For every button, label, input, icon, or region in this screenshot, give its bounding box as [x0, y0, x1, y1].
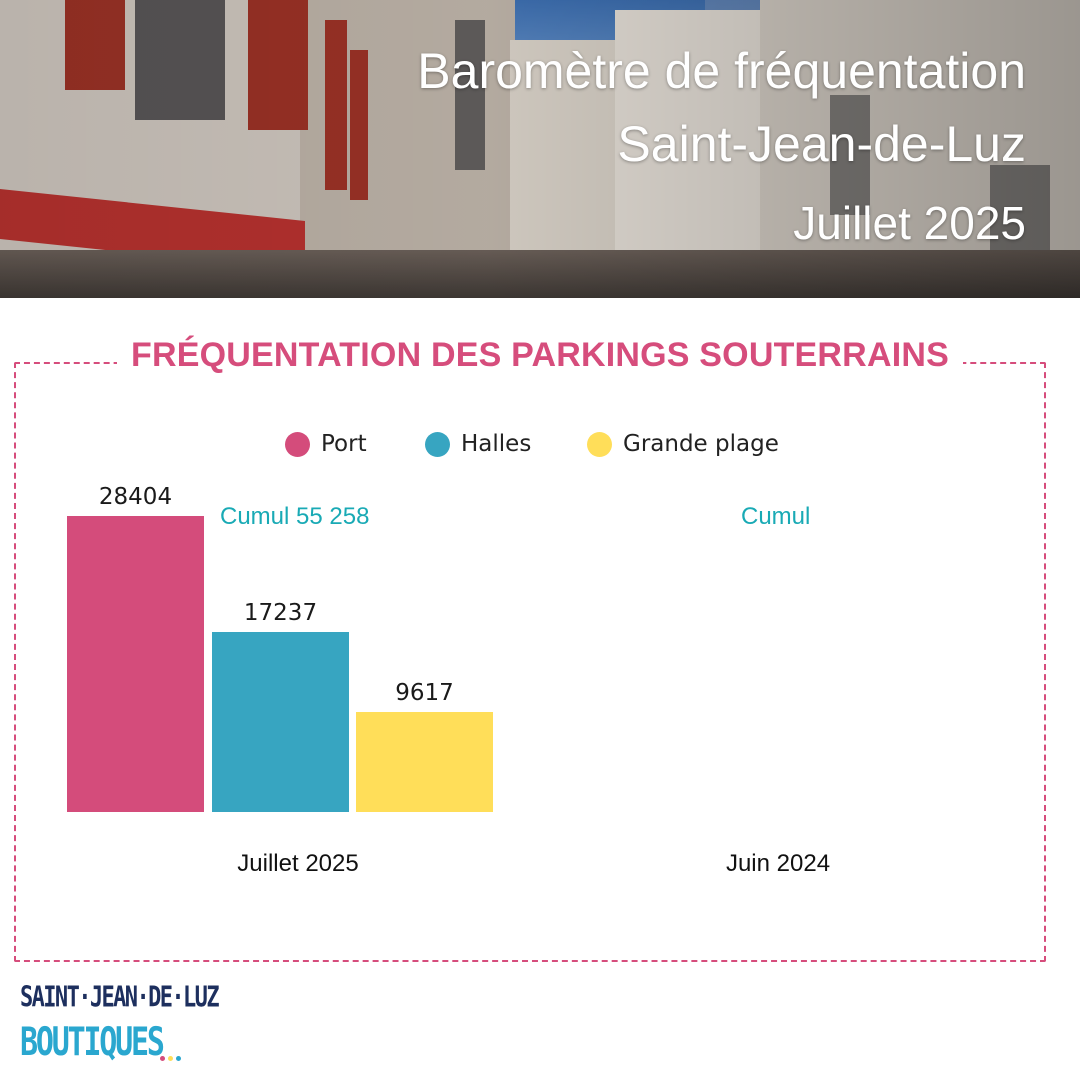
hero-banner: Baromètre de fréquentation Saint-Jean-de…: [0, 0, 1080, 298]
legend-swatch-halles: [425, 431, 450, 457]
category-label-juin-2024: Juin 2024: [725, 850, 831, 877]
section-title-wrap: FRÉQUENTATION DES PARKINGS SOUTERRAINS: [0, 336, 1080, 375]
red-shutter: [350, 50, 368, 200]
legend-item-halles: Halles: [425, 428, 531, 460]
logo-text-line2: BOUTIQUES: [20, 1020, 165, 1066]
hero-title-line3: Juillet 2025: [793, 197, 1026, 249]
logo-dots: [160, 1056, 181, 1061]
window: [455, 20, 485, 170]
photo-shade: [0, 0, 1080, 298]
cumul-label-juin-2024: Cumul: [741, 503, 811, 530]
saint-jean-de-luz-boutiques-logo: SAINT·JEAN·DE·LUZ BOUTIQUES: [20, 968, 240, 1068]
window: [830, 95, 870, 215]
window: [135, 0, 225, 120]
section-title: FRÉQUENTATION DES PARKINGS SOUTERRAINS: [117, 336, 963, 375]
red-shutter: [325, 20, 347, 190]
legend-swatch-grande-plage: [587, 431, 612, 457]
legend-label-halles: Halles: [461, 431, 532, 457]
street: [0, 250, 1080, 298]
bar-value-halles: 17237: [243, 600, 318, 626]
bar-value-grande-plage: 9617: [395, 680, 454, 706]
bar-value-port: 28404: [98, 484, 173, 510]
hero-title-line2: Saint-Jean-de-Luz: [617, 116, 1026, 172]
bar-grande-plage-juillet-2025: [356, 712, 493, 812]
red-shutter: [65, 0, 125, 90]
legend-item-port: Port: [285, 428, 367, 460]
hero-title-line1: Baromètre de fréquentation: [417, 43, 1026, 99]
category-label-juillet-2025: Juillet 2025: [237, 850, 359, 877]
legend-label-grande-plage: Grande plage: [623, 431, 779, 457]
red-shutter: [248, 0, 308, 130]
legend-label-port: Port: [321, 431, 367, 457]
bar-halles-juillet-2025: [212, 632, 349, 812]
cumul-label-juillet-2025: Cumul 55 258: [220, 503, 370, 530]
logo-text-line1: SAINT·JEAN·DE·LUZ: [20, 982, 220, 1015]
legend-swatch-port: [285, 431, 310, 457]
bar-port-juillet-2025: [67, 516, 204, 812]
chart-legend: Port Halles Grande plage: [0, 428, 1080, 460]
legend-item-grande-plage: Grande plage: [587, 428, 779, 460]
